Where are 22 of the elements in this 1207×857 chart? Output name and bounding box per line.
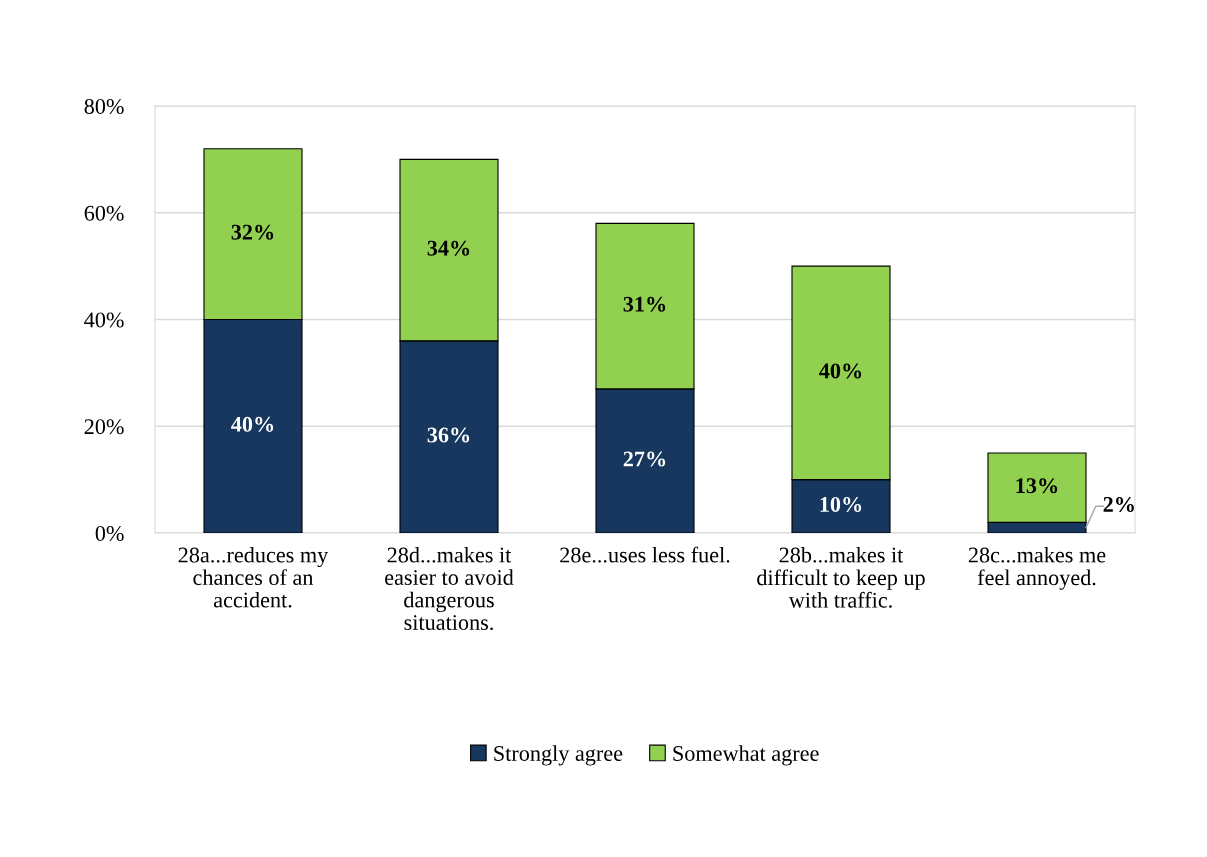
x-tick-label: 28e...uses less fuel. (560, 546, 730, 563)
legend-label: Somewhat agree (673, 745, 819, 766)
y-tick-label: 20% (84, 419, 124, 435)
data-label: 40% (231, 416, 274, 432)
data-label: 13% (1016, 478, 1058, 494)
x-tick-label: 28d...makes it easier to avoid dangerous situations. (385, 546, 514, 631)
data-label: 32% (231, 224, 274, 240)
y-tick-label: 80% (84, 98, 124, 114)
data-label: 40% (819, 363, 862, 379)
y-tick-label: 60% (84, 205, 124, 221)
data-label: 10% (820, 496, 862, 512)
x-tick-label: 28a...reduces my chances of an accident. (178, 546, 329, 608)
y-tick-label: 40% (84, 312, 124, 328)
data-label: 31% (623, 296, 666, 312)
data-label: 2% (1103, 496, 1134, 512)
legend-label: Strongly agree (494, 745, 623, 766)
y-tick-label: 0% (95, 525, 124, 541)
data-label: 27% (623, 451, 666, 467)
data-label: 34% (427, 240, 470, 256)
x-tick-label: 28b...makes it difficult to keep up with traffic. (757, 546, 925, 608)
data-label: 36% (427, 427, 470, 443)
x-tick-label: 28c...makes me feel annoyed. (968, 546, 1106, 590)
